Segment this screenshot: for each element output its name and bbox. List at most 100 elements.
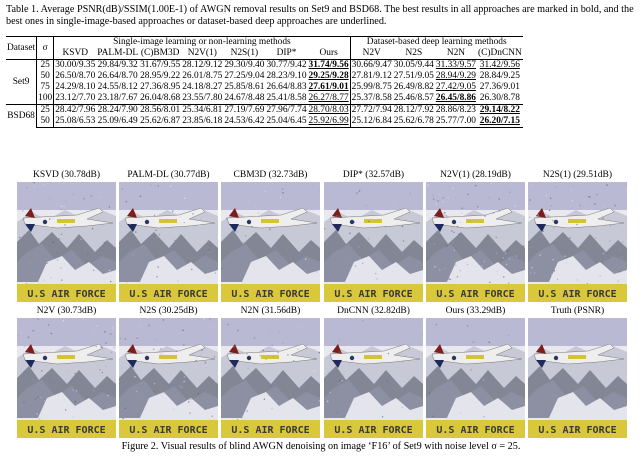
- banner-text: U.S AIR FORCE: [129, 425, 207, 436]
- group-header-dataset: Dataset-based deep learning methods: [350, 36, 523, 48]
- table-cell: 27.51/9.05: [393, 71, 434, 81]
- table-cell: 26.64/8.70: [97, 71, 138, 81]
- table-cell: 27.36/9.01: [479, 82, 520, 92]
- table-cell: 24.67/8.48: [224, 93, 265, 103]
- table-cell: 28.86/8.23: [434, 104, 477, 116]
- table-cell: 31.74/9.56: [307, 59, 351, 71]
- table-cell: 28.42/7.96: [53, 104, 97, 116]
- table-cell: 29.84/9.32: [96, 59, 140, 71]
- thumbnail: U.S AIR FORCE: [17, 182, 116, 302]
- table-cell: 23.12/7.70: [55, 93, 96, 103]
- thumbnail: U.S AIR FORCE: [119, 318, 218, 438]
- table-cell: 29.25/9.28: [307, 71, 351, 82]
- table-cell: 23.85/6.18: [181, 116, 224, 128]
- f16-thumbnail-image: U.S AIR FORCE: [528, 318, 627, 438]
- table-cell: 26.45/8.86: [435, 93, 476, 103]
- sigma-value: 75: [36, 82, 55, 93]
- f16-thumbnail-image: U.S AIR FORCE: [221, 182, 320, 302]
- f16-thumbnail-image: U.S AIR FORCE: [426, 318, 525, 438]
- table-cell: 27.96/7.74: [265, 104, 308, 116]
- table-cell: 29.14/8.22: [476, 104, 523, 116]
- table-cell: 25.37/8.58: [351, 93, 392, 103]
- table-cell: 28.24/7.90: [96, 104, 140, 116]
- thumbnail: U.S AIR FORCE: [17, 318, 116, 438]
- thumbnail-label: N2S(1) (29.51dB): [542, 170, 613, 180]
- f16-thumbnail-image: U.S AIR FORCE: [324, 318, 423, 438]
- table-cell: 25.34/6.81: [181, 104, 224, 116]
- f16-thumbnail-image: U.S AIR FORCE: [221, 318, 320, 438]
- table-cell: 25.99/8.75: [351, 82, 392, 92]
- banner-text: U.S AIR FORCE: [27, 289, 105, 300]
- table-cell: 31.67/9.55: [139, 59, 182, 71]
- f16-thumbnail-image: U.S AIR FORCE: [17, 318, 116, 438]
- table-cell: 25.12/6.84: [350, 116, 393, 128]
- table-cell: 25.09/6.49: [96, 116, 140, 128]
- banner-text: U.S AIR FORCE: [334, 289, 412, 300]
- sigma-header: σ: [36, 36, 55, 60]
- table-cell: 26.04/8.68: [140, 93, 181, 103]
- table-cell: 24.18/8.27: [182, 82, 223, 92]
- table-cell: 28.12/9.12: [181, 59, 224, 71]
- banner-text: U.S AIR FORCE: [231, 289, 309, 300]
- table-cell: 26.01/8.75: [182, 71, 223, 81]
- table-cell: 28.94/9.29: [435, 71, 476, 81]
- table-cell: 24.53/6.42: [223, 116, 266, 128]
- table-cell: 26.50/8.70: [55, 71, 96, 81]
- thumbnail: U.S AIR FORCE: [324, 318, 423, 438]
- thumbnail: U.S AIR FORCE: [221, 318, 320, 438]
- table-cell: 25.04/6.45: [265, 116, 308, 128]
- method-header: N2V: [362, 48, 381, 58]
- table-cell: 28.95/9.22: [140, 71, 181, 81]
- thumbnail-label: Truth (PSNR): [550, 306, 605, 316]
- thumbnail: U.S AIR FORCE: [426, 318, 525, 438]
- thumbnail-label: N2V (30.73dB): [36, 306, 97, 316]
- table-cell: 27.36/8.95: [140, 82, 181, 92]
- thumbnail-label: PALM-DL (30.77dB): [127, 170, 210, 180]
- table-cell: 28.12/7.92: [392, 104, 435, 116]
- sigma-value: 50: [36, 116, 55, 128]
- method-header: N2V(1): [187, 48, 217, 58]
- sigma-value: 50: [36, 71, 55, 82]
- table-cell: 26.64/8.83: [266, 82, 307, 92]
- results-table: Dataset σ Single-image learning or non-lea…: [6, 36, 523, 128]
- thumbnail-label: Ours (33.29dB): [445, 306, 506, 316]
- banner-text: U.S AIR FORCE: [334, 425, 412, 436]
- table-cell: 24.55/8.12: [97, 82, 138, 92]
- thumbnail-label: N2S (30.25dB): [139, 306, 198, 316]
- thumbnail-label: KSVD (30.78dB): [32, 170, 101, 180]
- table-cell: 25.41/8.58: [266, 93, 307, 103]
- table-cell: 26.49/8.82: [393, 82, 434, 92]
- table-caption: Table 1. Average PSNR(dB)/SSIM(1.00E-1) …: [6, 4, 634, 27]
- table-cell: 23.55/7.80: [182, 93, 223, 103]
- table-cell: 25.92/6.99: [307, 116, 351, 128]
- table-cell: 27.72/7.94: [350, 104, 393, 116]
- thumbnail: U.S AIR FORCE: [528, 318, 627, 438]
- table-cell: 25.62/6.87: [139, 116, 182, 128]
- table-cell: 26.27/8.77: [307, 93, 351, 105]
- table-cell: 27.25/9.04: [224, 71, 265, 81]
- table-cell: 24.29/8.10: [55, 82, 96, 92]
- table-cell: 25.85/8.61: [224, 82, 265, 92]
- method-header: Ours: [307, 48, 351, 60]
- method-header: N2N: [446, 48, 466, 58]
- sigma-value: 100: [36, 93, 55, 105]
- method-header: (C)BM3D: [140, 48, 180, 58]
- table-cell: 26.30/8.78: [479, 93, 520, 103]
- dataset-name: BSD68: [6, 104, 38, 128]
- table-cell: 28.84/9.25: [479, 71, 520, 81]
- thumbnail-label: N2N (31.56dB): [240, 306, 301, 316]
- table-cell: 27.19/7.69: [223, 104, 266, 116]
- table-cell: 27.42/9.05: [435, 82, 476, 92]
- table-cell: 28.23/9.10: [266, 71, 307, 81]
- method-header: (C)DnCNN: [477, 48, 522, 58]
- table-cell: 28.56/8.01: [139, 104, 182, 116]
- banner-text: U.S AIR FORCE: [231, 425, 309, 436]
- table-cell: 30.66/9.47: [350, 59, 393, 71]
- table-cell: 27.61/9.01: [307, 82, 351, 93]
- table-cell: 25.77/7.00: [434, 116, 477, 128]
- banner-text: U.S AIR FORCE: [27, 425, 105, 436]
- method-header: DIP*: [276, 48, 297, 58]
- thumbnail: U.S AIR FORCE: [119, 182, 218, 302]
- f16-thumbnail-image: U.S AIR FORCE: [324, 182, 423, 302]
- table-cell: 25.62/6.78: [392, 116, 435, 128]
